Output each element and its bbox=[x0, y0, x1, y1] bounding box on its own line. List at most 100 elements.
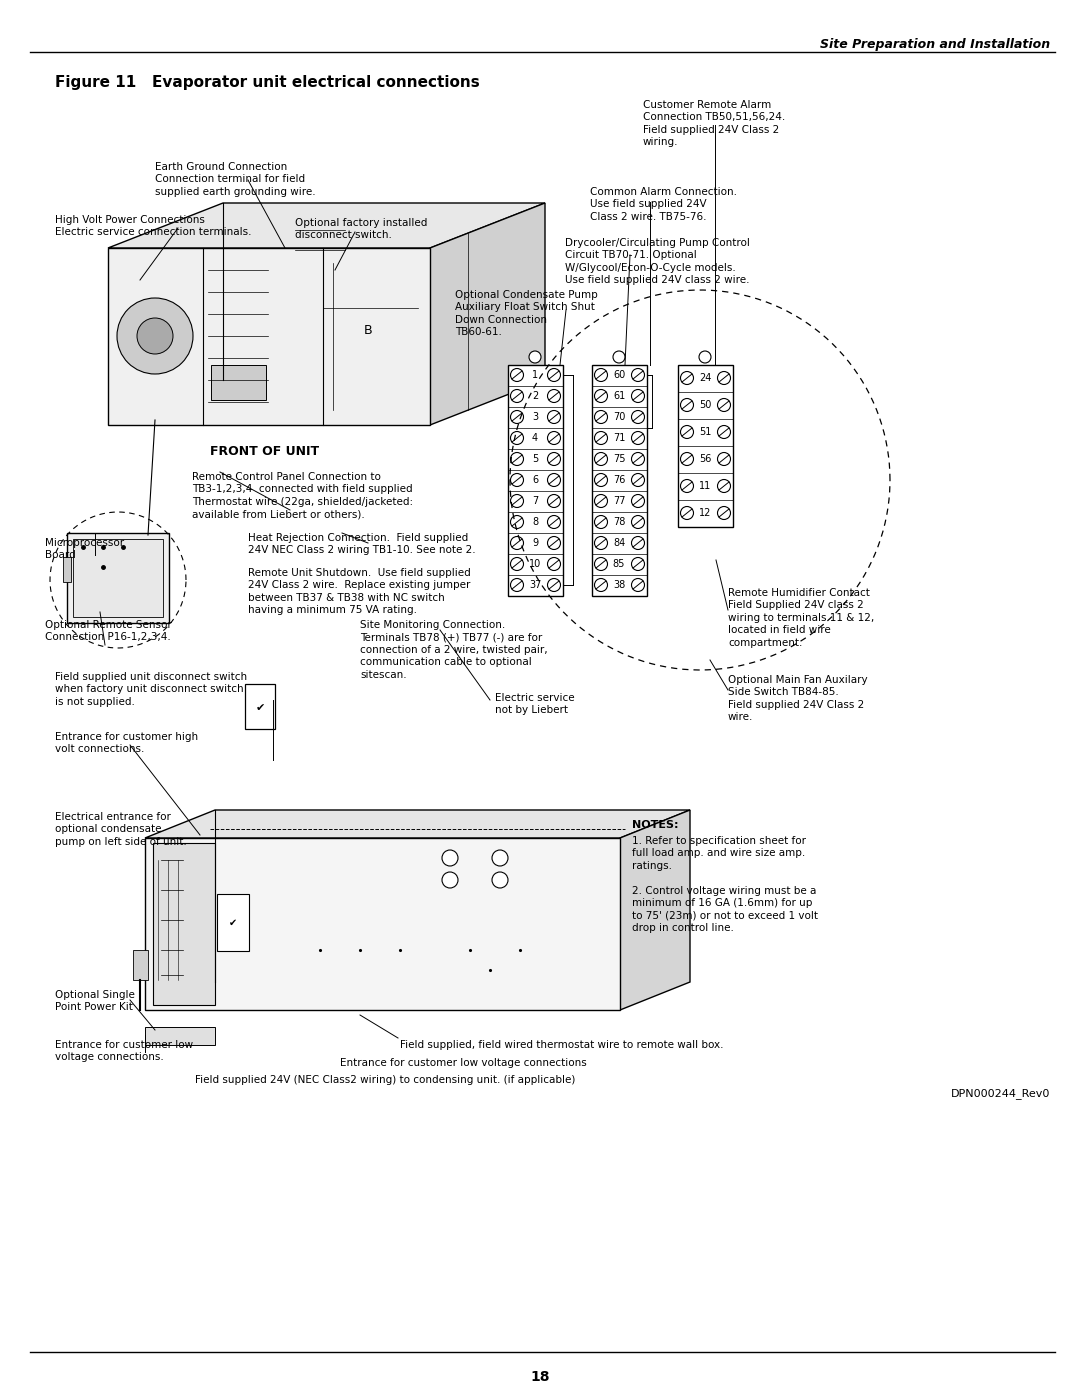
Circle shape bbox=[632, 390, 645, 402]
Circle shape bbox=[594, 515, 607, 528]
Circle shape bbox=[548, 495, 561, 507]
Text: Field supplied unit disconnect switch
when factory unit disconnect switch
is not: Field supplied unit disconnect switch wh… bbox=[55, 672, 247, 707]
Text: Optional factory installed
disconnect switch.: Optional factory installed disconnect sw… bbox=[295, 218, 428, 240]
Text: DPN000244_Rev0: DPN000244_Rev0 bbox=[950, 1088, 1050, 1099]
FancyBboxPatch shape bbox=[245, 685, 275, 729]
Circle shape bbox=[511, 453, 524, 465]
Text: Remote Unit Shutdown.  Use field supplied
24V Class 2 wire.  Replace existing ju: Remote Unit Shutdown. Use field supplied… bbox=[248, 569, 471, 615]
Text: 84: 84 bbox=[612, 538, 625, 548]
Circle shape bbox=[548, 474, 561, 486]
Bar bbox=[133, 950, 148, 981]
Text: 37: 37 bbox=[529, 580, 541, 590]
Text: B: B bbox=[364, 324, 373, 337]
Circle shape bbox=[511, 557, 524, 570]
Text: 12: 12 bbox=[699, 509, 712, 518]
Circle shape bbox=[632, 474, 645, 486]
Text: 10: 10 bbox=[529, 559, 541, 569]
Circle shape bbox=[632, 432, 645, 444]
Circle shape bbox=[594, 536, 607, 549]
Circle shape bbox=[548, 515, 561, 528]
Circle shape bbox=[717, 507, 730, 520]
Polygon shape bbox=[153, 842, 215, 1004]
Text: 2. Control voltage wiring must be a
minimum of 16 GA (1.6mm) for up
to 75' (23m): 2. Control voltage wiring must be a mini… bbox=[632, 886, 818, 933]
Text: 1. Refer to specification sheet for
full load amp. and wire size amp.
ratings.: 1. Refer to specification sheet for full… bbox=[632, 835, 806, 870]
Text: Field supplied 24V (NEC Class2 wiring) to condensing unit. (if applicable): Field supplied 24V (NEC Class2 wiring) t… bbox=[195, 1076, 576, 1085]
Circle shape bbox=[594, 453, 607, 465]
Text: 71: 71 bbox=[612, 433, 625, 443]
Text: 5: 5 bbox=[531, 454, 538, 464]
Text: 11: 11 bbox=[699, 481, 711, 490]
Circle shape bbox=[680, 372, 693, 384]
Bar bbox=[592, 365, 647, 597]
Circle shape bbox=[442, 849, 458, 866]
Polygon shape bbox=[430, 203, 545, 425]
Circle shape bbox=[117, 298, 193, 374]
FancyBboxPatch shape bbox=[73, 539, 163, 617]
Text: Entrance for customer high
volt connections.: Entrance for customer high volt connecti… bbox=[55, 732, 198, 754]
Text: 75: 75 bbox=[612, 454, 625, 464]
Text: Earth Ground Connection
Connection terminal for field
supplied earth grounding w: Earth Ground Connection Connection termi… bbox=[156, 162, 315, 197]
Text: Remote Control Panel Connection to
TB3-1,2,3,4  connected with field supplied
Th: Remote Control Panel Connection to TB3-1… bbox=[192, 472, 414, 520]
Text: 38: 38 bbox=[612, 580, 625, 590]
Circle shape bbox=[594, 474, 607, 486]
Text: 3: 3 bbox=[532, 412, 538, 422]
Circle shape bbox=[680, 426, 693, 439]
Circle shape bbox=[632, 515, 645, 528]
Circle shape bbox=[699, 351, 711, 363]
Circle shape bbox=[594, 369, 607, 381]
Polygon shape bbox=[145, 810, 690, 838]
Circle shape bbox=[492, 872, 508, 888]
Circle shape bbox=[492, 849, 508, 866]
Text: Entrance for customer low voltage connections: Entrance for customer low voltage connec… bbox=[340, 1058, 586, 1067]
Text: Figure 11   Evaporator unit electrical connections: Figure 11 Evaporator unit electrical con… bbox=[55, 75, 480, 89]
Circle shape bbox=[632, 411, 645, 423]
Circle shape bbox=[717, 426, 730, 439]
Bar bbox=[211, 365, 266, 400]
Polygon shape bbox=[108, 203, 545, 249]
Text: Heat Rejection Connection.  Field supplied
24V NEC Class 2 wiring TB1-10. See no: Heat Rejection Connection. Field supplie… bbox=[248, 534, 475, 556]
Text: Electrical entrance for
optional condensate
pump on left side of unit.: Electrical entrance for optional condens… bbox=[55, 812, 187, 847]
Text: Entrance for customer low
voltage connections.: Entrance for customer low voltage connec… bbox=[55, 1039, 193, 1062]
Text: Optional Main Fan Auxilary
Side Switch TB84-85.
Field supplied 24V Class 2
wire.: Optional Main Fan Auxilary Side Switch T… bbox=[728, 675, 867, 722]
Circle shape bbox=[511, 495, 524, 507]
Text: 60: 60 bbox=[612, 370, 625, 380]
Text: Common Alarm Connection.
Use field supplied 24V
Class 2 wire. TB75-76.: Common Alarm Connection. Use field suppl… bbox=[590, 187, 737, 222]
Circle shape bbox=[632, 536, 645, 549]
Text: Drycooler/Circulating Pump Control
Circuit TB70-71. Optional
W/Glycool/Econ-O-Cy: Drycooler/Circulating Pump Control Circu… bbox=[565, 237, 750, 285]
Circle shape bbox=[632, 578, 645, 591]
Circle shape bbox=[632, 557, 645, 570]
Circle shape bbox=[548, 411, 561, 423]
Text: Electric service
not by Liebert: Electric service not by Liebert bbox=[495, 693, 575, 715]
Text: NOTES:: NOTES: bbox=[632, 820, 678, 830]
Polygon shape bbox=[145, 838, 620, 1010]
Text: Remote Humidifier Contact
Field Supplied 24V class 2
wiring to terminals 11 & 12: Remote Humidifier Contact Field Supplied… bbox=[728, 588, 874, 648]
Circle shape bbox=[594, 411, 607, 423]
Text: 18: 18 bbox=[530, 1370, 550, 1384]
Text: ✔: ✔ bbox=[229, 918, 238, 928]
Circle shape bbox=[511, 411, 524, 423]
Text: 56: 56 bbox=[699, 454, 712, 464]
Circle shape bbox=[717, 398, 730, 412]
Text: 7: 7 bbox=[531, 496, 538, 506]
Circle shape bbox=[632, 495, 645, 507]
Polygon shape bbox=[620, 810, 690, 1010]
Text: Site Preparation and Installation: Site Preparation and Installation bbox=[820, 38, 1050, 52]
Text: 76: 76 bbox=[612, 475, 625, 485]
Circle shape bbox=[632, 453, 645, 465]
Polygon shape bbox=[108, 249, 430, 425]
Circle shape bbox=[594, 390, 607, 402]
Circle shape bbox=[548, 578, 561, 591]
Circle shape bbox=[594, 432, 607, 444]
Circle shape bbox=[548, 432, 561, 444]
Circle shape bbox=[680, 398, 693, 412]
Circle shape bbox=[594, 495, 607, 507]
Circle shape bbox=[594, 557, 607, 570]
Circle shape bbox=[511, 474, 524, 486]
Circle shape bbox=[511, 369, 524, 381]
Text: 77: 77 bbox=[612, 496, 625, 506]
Text: 50: 50 bbox=[699, 400, 712, 409]
Text: High Volt Power Connections
Electric service connection terminals.: High Volt Power Connections Electric ser… bbox=[55, 215, 252, 237]
Circle shape bbox=[511, 390, 524, 402]
Circle shape bbox=[632, 369, 645, 381]
Circle shape bbox=[548, 369, 561, 381]
